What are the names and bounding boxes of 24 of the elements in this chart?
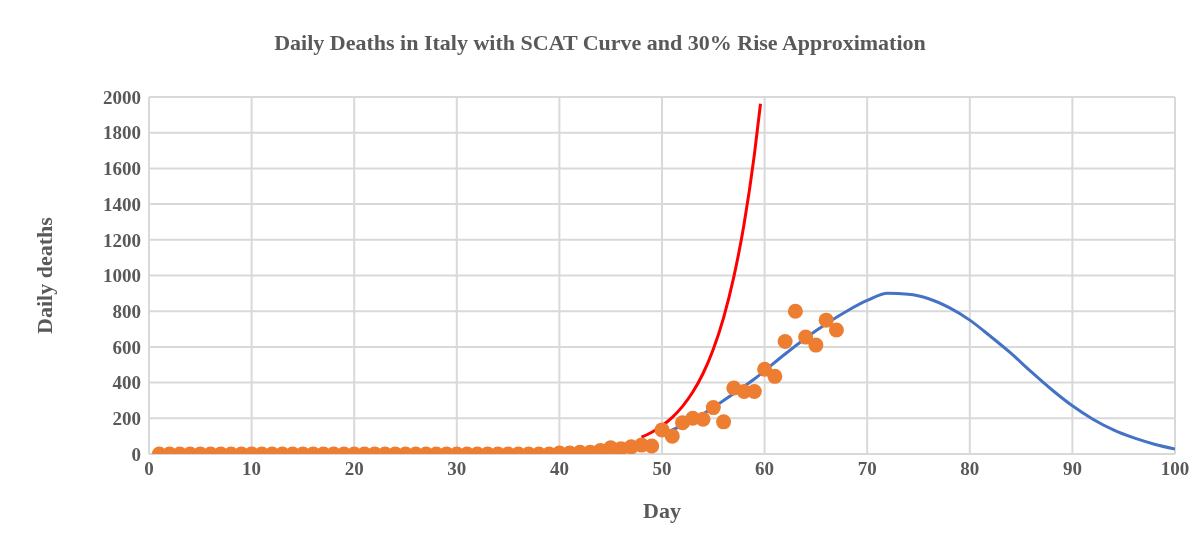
y-tick-label: 800 [112,300,141,322]
y-tick-label: 200 [112,408,141,430]
y-tick-label: 1000 [103,265,141,287]
y-tick-label: 1400 [103,193,141,215]
x-tick-label: 30 [447,458,467,480]
y-tick-label: 0 [131,443,141,465]
y-tick-label: 600 [112,336,141,358]
chart-title: Daily Deaths in Italy with SCAT Curve and 30% Rise Approximation [273,30,927,56]
x-tick-label: 100 [1160,458,1190,480]
x-tick-label: 20 [344,458,364,480]
x-tick-label: 40 [549,458,569,480]
x-tick-label: 10 [242,458,262,480]
x-tick-label: 90 [1062,458,1082,480]
y-tick-label: 1600 [103,158,141,180]
x-tick-label: 60 [755,458,775,480]
y-tick-label: 1800 [103,122,141,144]
x-tick-label: 50 [652,458,672,480]
y-axis-title: Daily deaths [31,216,57,334]
y-tick-label: 1200 [103,229,141,251]
y-tick-label: 2000 [103,86,141,108]
y-tick-label: 400 [112,372,141,394]
x-axis-title: Day [643,498,681,523]
x-tick-label: 80 [960,458,980,480]
x-tick-label: 70 [857,458,877,480]
